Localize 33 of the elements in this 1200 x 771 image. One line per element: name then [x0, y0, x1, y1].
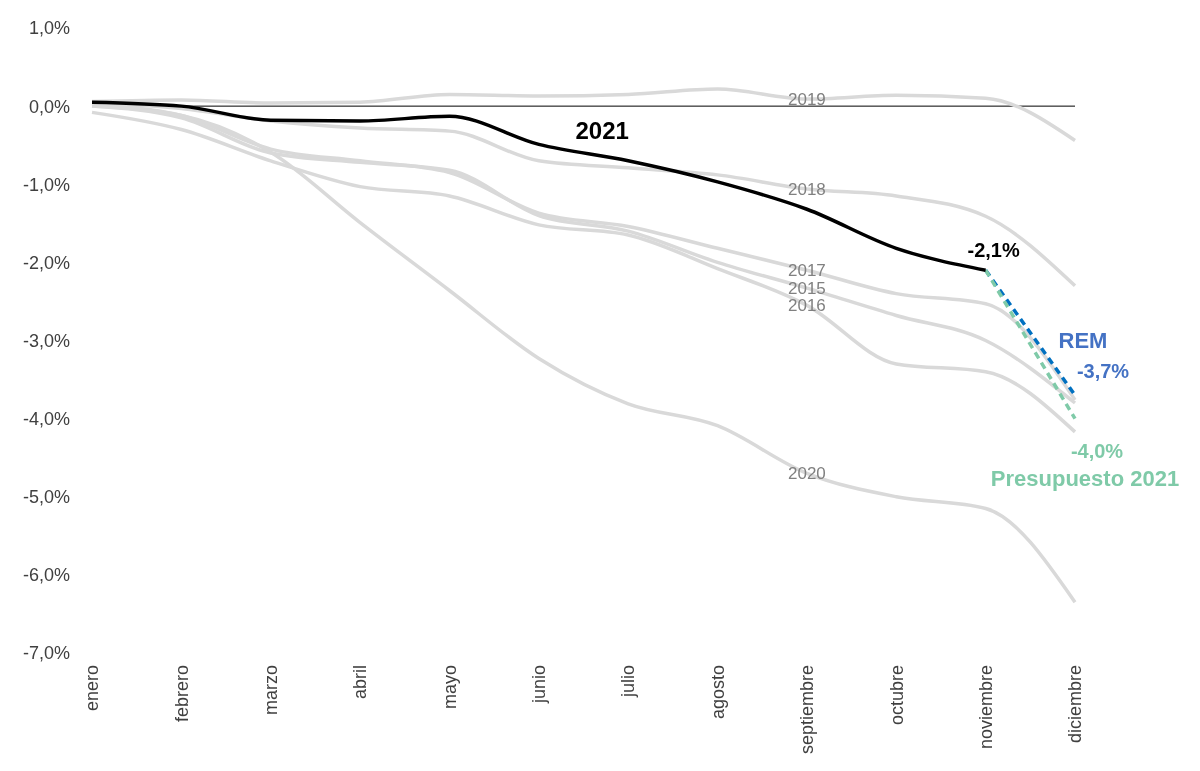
- x-tick-label: noviembre: [975, 665, 996, 750]
- series-label: 2019: [788, 90, 826, 110]
- y-tick-label: -1,0%: [22, 174, 70, 195]
- series-label: 2015: [788, 279, 826, 299]
- x-tick-label: diciembre: [1065, 665, 1086, 744]
- series-label: 2018: [788, 179, 826, 199]
- x-tick-label: enero: [82, 665, 103, 712]
- y-tick-label: -3,0%: [22, 330, 70, 351]
- x-tick-label: marzo: [261, 665, 282, 716]
- x-tick-label: octubre: [886, 665, 907, 726]
- series-label: 2016: [788, 296, 826, 316]
- data-label: -4,0%: [1070, 439, 1124, 462]
- y-tick-label: 1,0%: [28, 18, 70, 39]
- y-tick-label: -7,0%: [22, 643, 70, 664]
- x-tick-label: junio: [529, 665, 550, 705]
- y-tick-label: -6,0%: [22, 565, 70, 586]
- x-tick-label: mayo: [439, 665, 460, 710]
- x-tick-label: julio: [618, 665, 639, 699]
- series-label: REM: [1058, 327, 1108, 353]
- series-label: 2020: [788, 464, 826, 484]
- x-tick-label: agosto: [707, 665, 728, 720]
- y-tick-label: -4,0%: [22, 409, 70, 430]
- series-label: 2017: [788, 261, 826, 281]
- y-tick-label: -5,0%: [22, 487, 70, 508]
- data-label: -3,7%: [1076, 360, 1130, 383]
- y-tick-label: -2,0%: [22, 252, 70, 273]
- data-label: -2,1%: [967, 239, 1020, 262]
- x-tick-label: septiembre: [797, 665, 818, 755]
- x-tick-label: febrero: [171, 665, 192, 723]
- text: Presupuesto 2021: [990, 466, 1180, 492]
- y-tick-label: 0,0%: [28, 96, 70, 117]
- x-tick-label: abril: [350, 665, 371, 700]
- series-label: 2021: [575, 117, 629, 145]
